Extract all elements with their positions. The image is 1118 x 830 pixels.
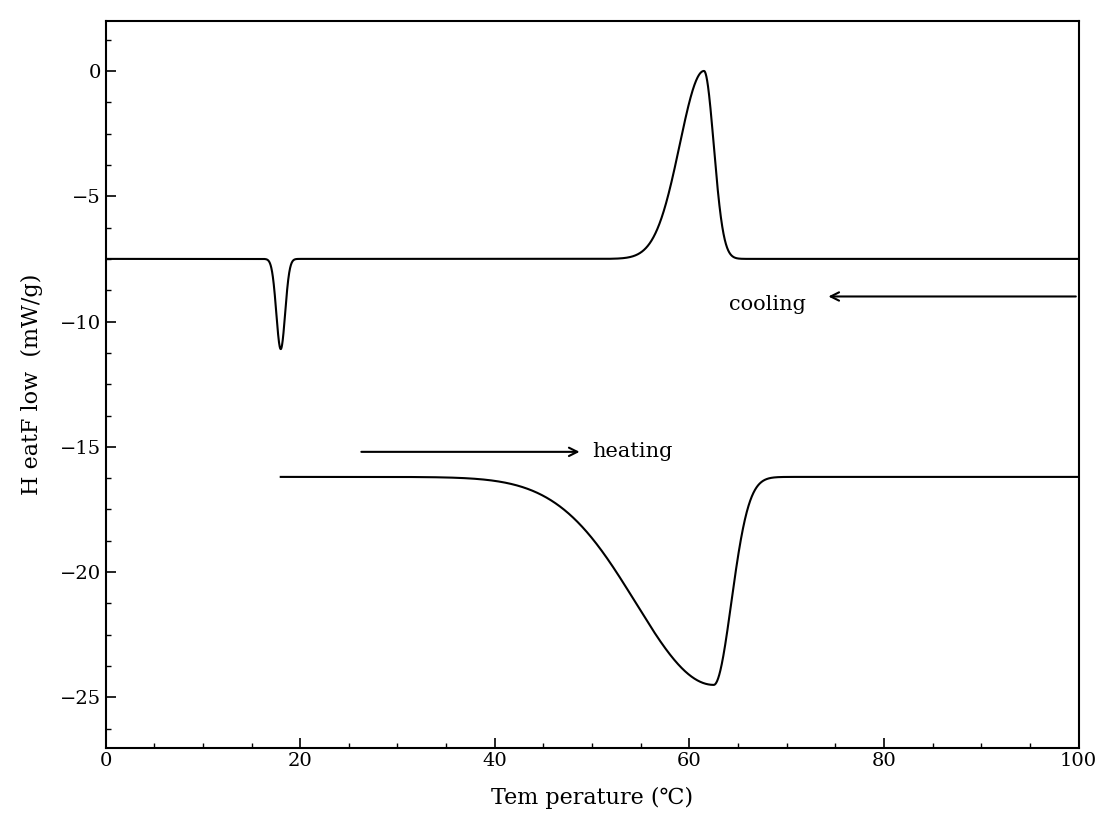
X-axis label: Tem perature (℃): Tem perature (℃) xyxy=(491,787,693,809)
Text: heating: heating xyxy=(593,442,672,461)
Y-axis label: H eatF low  (mW/g): H eatF low (mW/g) xyxy=(21,274,42,495)
Text: cooling: cooling xyxy=(729,295,806,314)
